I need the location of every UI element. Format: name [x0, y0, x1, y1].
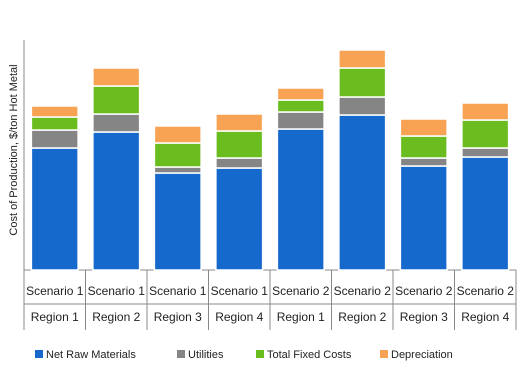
- legend-swatch: [256, 350, 264, 358]
- x-tick-label: Region 3: [400, 310, 448, 324]
- x-tick-label: Scenario 2: [395, 284, 453, 298]
- bar-segment: [92, 85, 141, 115]
- x-tick-label: Scenario 1: [149, 284, 207, 298]
- bar-segment: [399, 165, 448, 271]
- bar-segment: [215, 157, 264, 169]
- bar-segment: [153, 172, 202, 271]
- bar-segment: [92, 113, 141, 133]
- bar-segment: [461, 119, 510, 149]
- bar-segment: [30, 116, 79, 131]
- bar-segment: [399, 118, 448, 137]
- bar-segment: [461, 147, 510, 158]
- x-tick-label: Region 2: [338, 310, 386, 324]
- x-tick-label: Region 2: [92, 310, 140, 324]
- bar-segment: [276, 87, 325, 101]
- bar-segment: [30, 105, 79, 118]
- x-tick-label: Scenario 2: [334, 284, 392, 298]
- x-tick-label: Scenario 1: [26, 284, 84, 298]
- bar-segment: [338, 96, 387, 116]
- bar-segment: [276, 128, 325, 271]
- bar-segment: [338, 49, 387, 69]
- x-tick-label: Region 4: [461, 310, 509, 324]
- legend-label: Depreciation: [391, 349, 453, 361]
- bar-segment: [399, 135, 448, 159]
- bar-segment: [276, 111, 325, 130]
- x-tick-label: Scenario 2: [457, 284, 515, 298]
- x-tick-label: Region 3: [154, 310, 202, 324]
- x-tick-label: Scenario 1: [211, 284, 269, 298]
- bar-segment: [215, 167, 264, 271]
- bar-segment: [215, 130, 264, 159]
- legend-swatch: [380, 350, 388, 358]
- x-tick-label: Region 1: [277, 310, 325, 324]
- y-axis-label: Cost of Production, $/ton Hot Metal: [8, 64, 20, 235]
- legend-label: Utilities: [188, 349, 224, 361]
- legend-swatch: [35, 350, 43, 358]
- x-tick-label: Region 4: [215, 310, 263, 324]
- bar-segment: [461, 102, 510, 121]
- bar-segment: [92, 131, 141, 271]
- bar-segment: [153, 142, 202, 168]
- legend-label: Net Raw Materials: [46, 349, 136, 361]
- bar-segment: [92, 67, 141, 87]
- x-tick-label: Scenario 1: [88, 284, 146, 298]
- x-tick-label: Region 1: [31, 310, 79, 324]
- legend-swatch: [177, 350, 185, 358]
- bar-segment: [153, 125, 202, 144]
- bar-segment: [30, 129, 79, 149]
- bar-segment: [399, 157, 448, 167]
- bar-segment: [215, 113, 264, 132]
- bar-segment: [153, 166, 202, 174]
- bar-segment: [276, 99, 325, 113]
- x-tick-label: Scenario 2: [272, 284, 330, 298]
- legend-label: Total Fixed Costs: [267, 349, 352, 361]
- bar-segment: [338, 114, 387, 271]
- bar-segment: [461, 156, 510, 271]
- bar-segment: [338, 67, 387, 98]
- bar-segment: [30, 147, 79, 271]
